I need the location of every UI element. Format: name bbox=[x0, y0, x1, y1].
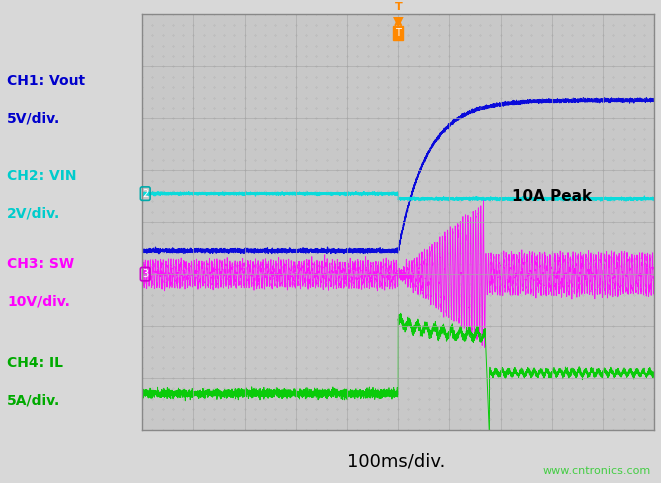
Text: ▼: ▼ bbox=[393, 14, 404, 28]
Text: CH3: SW: CH3: SW bbox=[7, 257, 74, 270]
Text: 2: 2 bbox=[142, 189, 148, 199]
Text: 5V/div.: 5V/div. bbox=[7, 112, 60, 125]
Text: 10A Peak: 10A Peak bbox=[512, 189, 592, 204]
Text: 100ms/div.: 100ms/div. bbox=[348, 453, 446, 471]
Text: CH1: Vout: CH1: Vout bbox=[7, 74, 85, 88]
Text: 5A/div.: 5A/div. bbox=[7, 394, 60, 408]
Text: 2V/div.: 2V/div. bbox=[7, 207, 60, 221]
Text: CH4: IL: CH4: IL bbox=[7, 356, 63, 370]
Text: 4: 4 bbox=[0, 482, 1, 483]
Text: 10V/div.: 10V/div. bbox=[7, 294, 70, 308]
Text: CH2: VIN: CH2: VIN bbox=[7, 170, 77, 184]
Text: T: T bbox=[395, 2, 402, 12]
Text: www.cntronics.com: www.cntronics.com bbox=[543, 466, 651, 476]
Text: T: T bbox=[395, 28, 401, 38]
Text: 3: 3 bbox=[142, 269, 148, 279]
